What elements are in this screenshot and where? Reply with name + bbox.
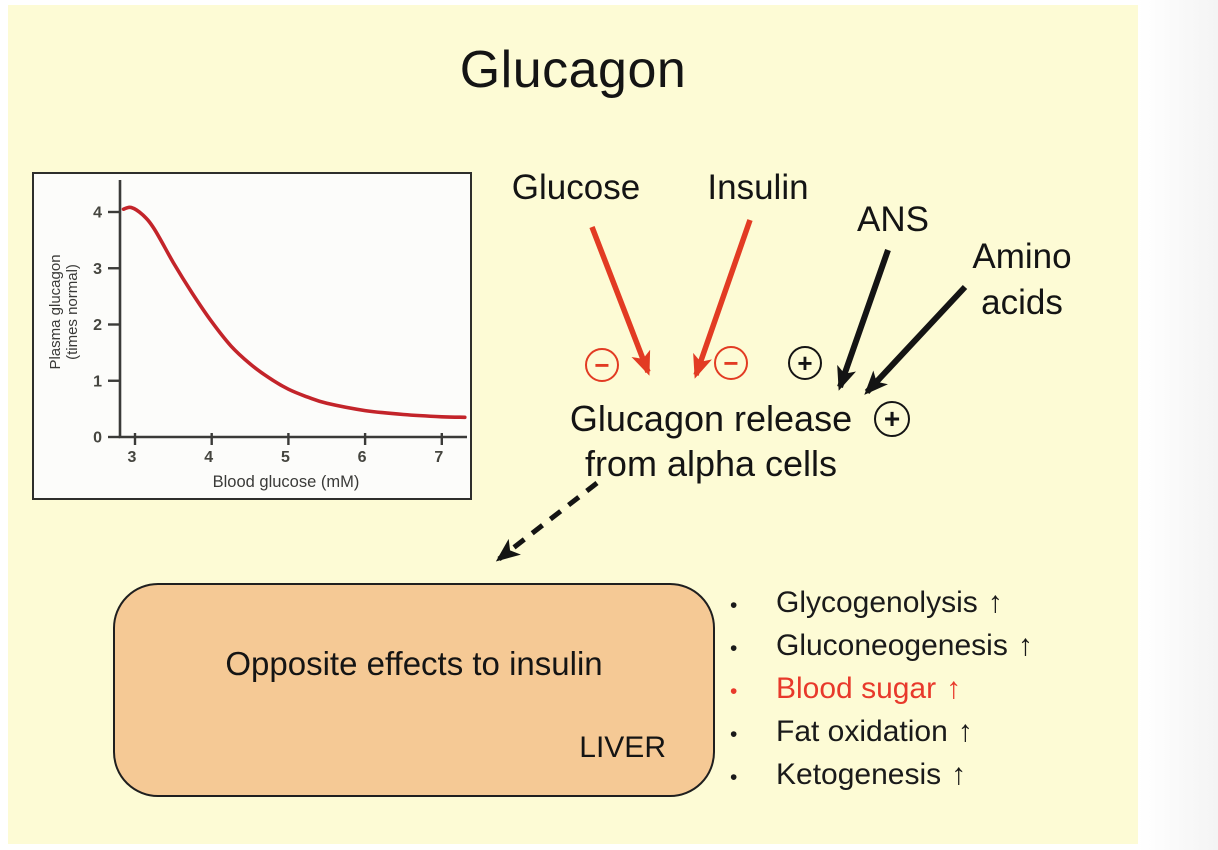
effect-label: Fat oxidation [776, 715, 948, 748]
bullet-icon: • [730, 766, 738, 789]
chart-y-tick-label: 0 [93, 430, 102, 447]
chart-x-tick-label: 5 [281, 449, 290, 466]
effect-label: Gluconeogenesis [776, 629, 1008, 662]
release-plus-sign: + [874, 401, 910, 437]
effect-item-blood-sugar: • Blood sugar ↑ [730, 672, 1130, 715]
glucose-minus-sign: − [585, 348, 619, 382]
chart-y-axis-label: Plasma glucagon(times normal) [47, 254, 81, 369]
chart-y-tick-label: 2 [93, 317, 102, 334]
insulin-minus-sign: − [714, 346, 748, 380]
effect-item-glycogenolysis: • Glycogenolysis ↑ [730, 586, 1130, 629]
chart-x-tick-label: 7 [434, 449, 443, 466]
up-arrow-icon: ↑ [1017, 629, 1033, 662]
effect-item-gluconeogenesis: • Gluconeogenesis ↑ [730, 629, 1130, 672]
glucagon-chart-svg: 0 1 2 3 4 3 4 5 6 7 Blood glucose (mM) Plasma gluca… [47, 180, 467, 491]
effect-item-ketogenesis: • Ketogenesis ↑ [730, 758, 1130, 801]
up-arrow-icon: ↑ [987, 586, 1003, 619]
glucagon-release-label: Glucagon release from alpha cells [496, 396, 926, 486]
glucagon-release-line1: Glucagon release [569, 398, 853, 439]
up-arrow-icon: ↑ [946, 672, 962, 705]
effect-label: Blood sugar [776, 672, 937, 705]
chart-y-tick-label: 1 [93, 373, 102, 390]
liver-box-label: Opposite effects to insulin [225, 645, 603, 682]
effect-item-fat-oxidation: • Fat oxidation ↑ [730, 715, 1130, 758]
glucose-label: Glucose [511, 168, 641, 207]
chart-curve [121, 205, 467, 420]
chart-y-tick-label: 3 [93, 261, 102, 278]
up-arrow-icon: ↑ [957, 715, 973, 748]
liver-organ-label: LIVER [579, 731, 666, 764]
effect-label: Glycogenolysis [776, 586, 978, 619]
bullet-icon: • [730, 594, 738, 617]
chart-x-tick-label: 3 [128, 449, 137, 466]
page-margin-strip [1138, 0, 1218, 850]
chart-x-tick-label: 4 [204, 449, 213, 466]
bullet-icon: • [730, 723, 738, 746]
effect-label: Ketogenesis [776, 758, 942, 791]
insulin-label: Insulin [707, 168, 809, 207]
bullet-icon: • [730, 680, 738, 703]
chart-x-tick-label: 6 [358, 449, 367, 466]
glucagon-release-line2: from alpha cells [584, 443, 838, 484]
amino-acids-label: Amino acids [972, 237, 1072, 322]
up-arrow-icon: ↑ [951, 758, 967, 791]
glucagon-chart-panel: 0 1 2 3 4 3 4 5 6 7 Blood glucose (mM) Plasma gluca… [32, 172, 472, 500]
chart-x-axis-label: Blood glucose (mM) [213, 473, 360, 491]
bullet-icon: • [730, 637, 738, 660]
chart-y-tick-label: 4 [93, 205, 102, 222]
liver-box: Opposite effects to insulin LIVER [113, 583, 715, 797]
ans-plus-sign: + [788, 346, 822, 380]
glucagon-effects-list: • Glycogenolysis ↑ • Gluconeogenesis ↑ •… [730, 586, 1130, 801]
ans-label: ANS [857, 200, 929, 239]
slide-title: Glucagon [459, 41, 687, 99]
